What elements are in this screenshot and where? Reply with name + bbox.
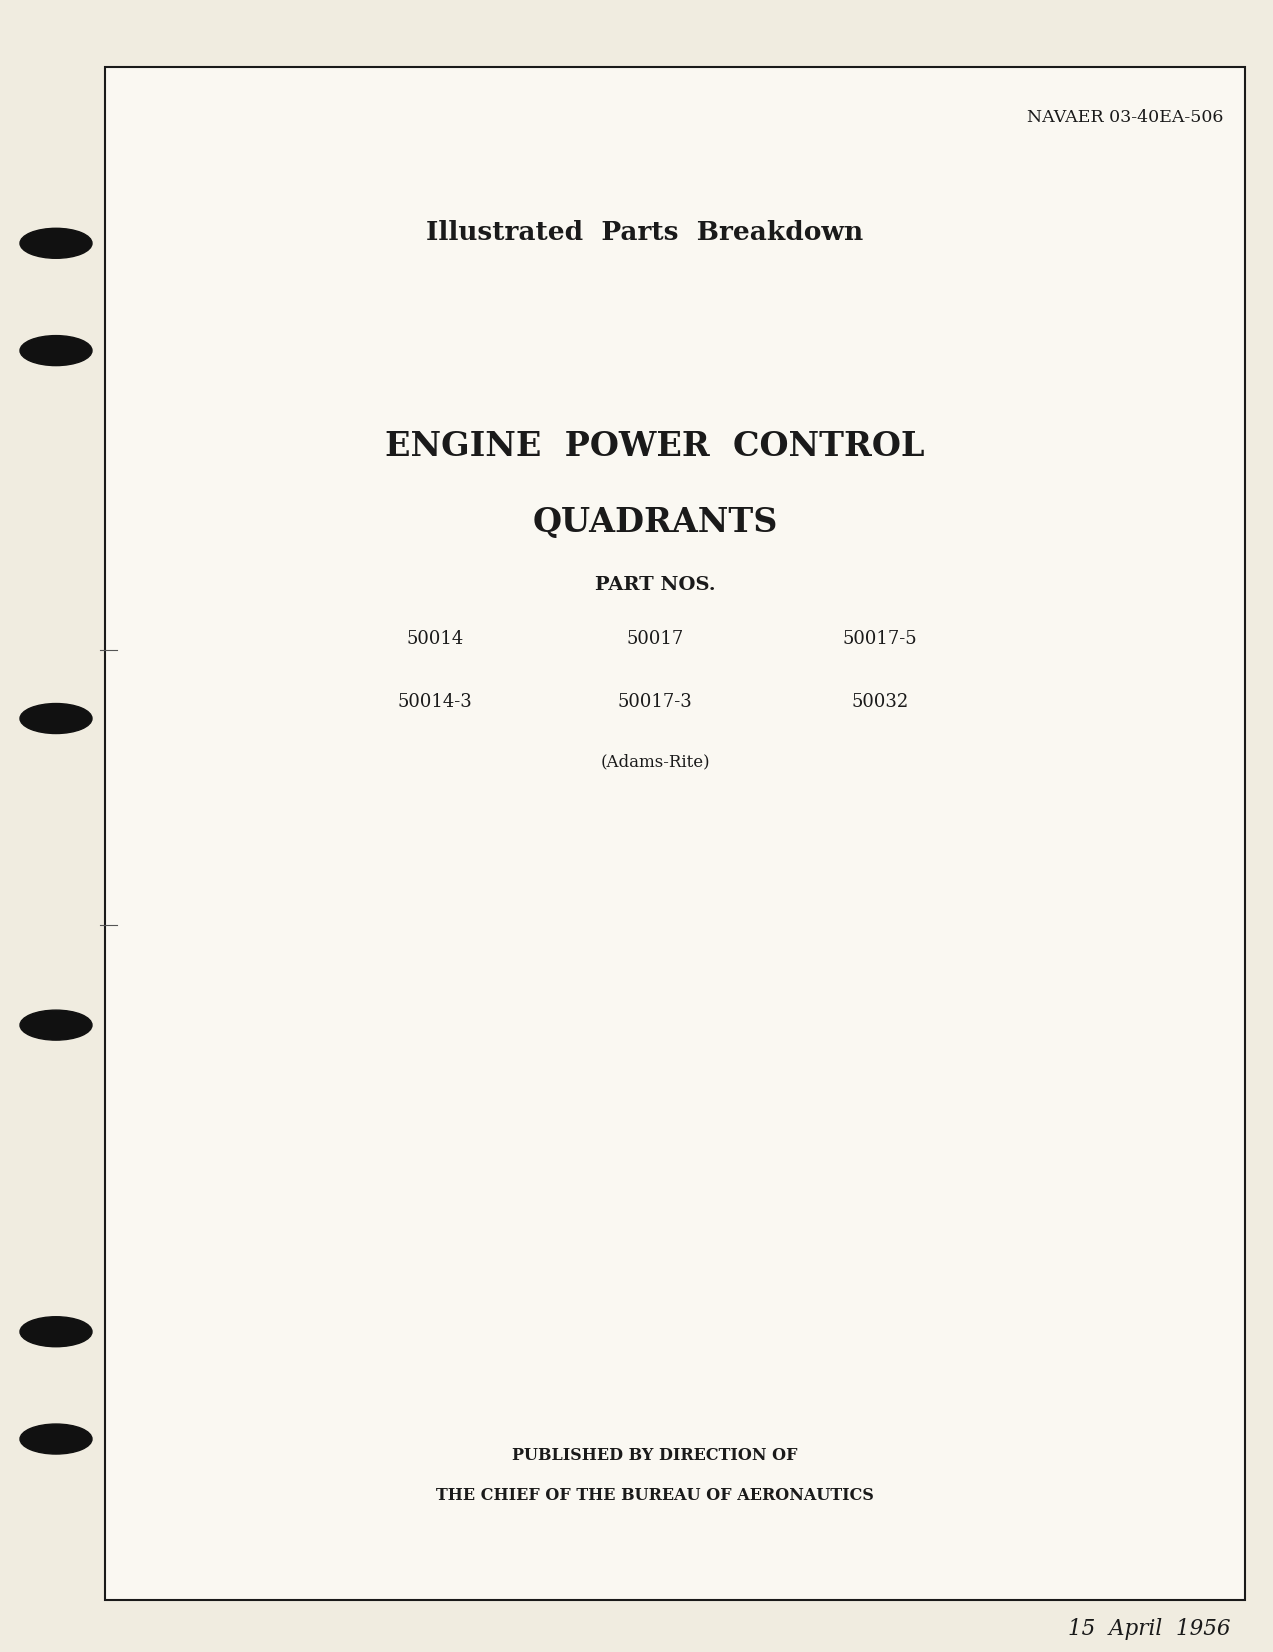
Text: THE CHIEF OF THE BUREAU OF AERONAUTICS: THE CHIEF OF THE BUREAU OF AERONAUTICS xyxy=(437,1487,875,1503)
Text: PUBLISHED BY DIRECTION OF: PUBLISHED BY DIRECTION OF xyxy=(512,1447,798,1464)
Text: NAVAER 03-40EA-506: NAVAER 03-40EA-506 xyxy=(1026,109,1223,126)
Bar xyxy=(104,68,1245,1601)
Text: Illustrated  Parts  Breakdown: Illustrated Parts Breakdown xyxy=(426,220,863,244)
Text: 50017-5: 50017-5 xyxy=(843,629,918,648)
Ellipse shape xyxy=(20,335,92,365)
Text: 50032: 50032 xyxy=(852,692,909,710)
Text: 15  April  1956: 15 April 1956 xyxy=(1068,1617,1230,1640)
Text: (Adams-Rite): (Adams-Rite) xyxy=(600,753,710,770)
Ellipse shape xyxy=(20,1317,92,1346)
Ellipse shape xyxy=(20,1424,92,1454)
Ellipse shape xyxy=(20,704,92,733)
Text: 50014-3: 50014-3 xyxy=(397,692,472,710)
Text: 50017-3: 50017-3 xyxy=(617,692,693,710)
Text: 50017: 50017 xyxy=(626,629,684,648)
Text: QUADRANTS: QUADRANTS xyxy=(532,506,778,539)
Text: 50014: 50014 xyxy=(406,629,463,648)
Text: PART NOS.: PART NOS. xyxy=(594,577,715,595)
Ellipse shape xyxy=(20,1009,92,1041)
Ellipse shape xyxy=(20,228,92,258)
Text: ENGINE  POWER  CONTROL: ENGINE POWER CONTROL xyxy=(386,431,924,464)
